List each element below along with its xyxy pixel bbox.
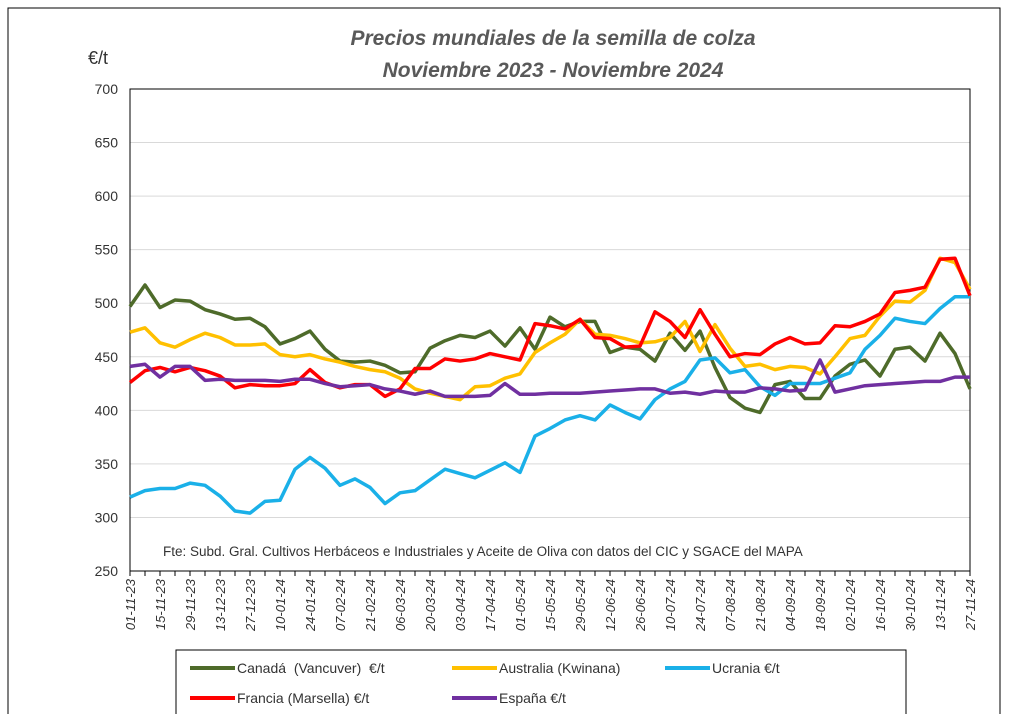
x-tick-label: 03-04-24 (453, 579, 468, 631)
x-tick-label: 12-06-24 (603, 579, 618, 631)
chart-subtitle: Noviembre 2023 - Noviembre 2024 (383, 59, 724, 82)
legend-label: Francia (Marsella) €/t (237, 690, 369, 706)
y-axis-label: €/t (88, 48, 108, 68)
x-tick-label: 27-12-23 (243, 578, 258, 632)
x-tick-label: 30-10-24 (903, 579, 918, 631)
y-tick-label: 700 (95, 81, 119, 97)
series-line (129, 295, 970, 515)
plot-border (129, 88, 971, 572)
series-line (129, 358, 970, 399)
legend-label: España €/t (499, 690, 566, 706)
x-tick-label: 27-11-24 (963, 579, 978, 631)
x-tick-label: 01-11-23 (123, 578, 138, 630)
x-tick-label: 26-06-24 (633, 579, 648, 632)
x-tick-label: 24-01-24 (303, 579, 318, 632)
y-tick-label: 300 (95, 509, 119, 525)
x-tick-label: 15-05-24 (543, 579, 558, 631)
x-tick-label: 04-09-24 (783, 579, 798, 631)
legend-label: Australia (Kwinana) (499, 660, 620, 676)
legend-label: Ucrania €/t (712, 660, 780, 676)
y-tick-label: 650 (95, 135, 119, 151)
x-tick-label: 21-08-24 (753, 579, 768, 632)
y-tick-label: 550 (95, 242, 119, 258)
x-tick-label: 06-03-24 (393, 579, 408, 631)
x-tick-label: 02-10-24 (843, 579, 858, 631)
x-tick-label: 24-07-24 (693, 579, 708, 632)
y-tick-label: 450 (95, 349, 119, 365)
y-tick-label: 600 (95, 188, 119, 204)
x-tick-label: 17-04-24 (483, 579, 498, 631)
x-tick-label: 13-11-24 (933, 579, 948, 630)
y-tick-label: 350 (95, 456, 119, 472)
x-tick-label: 29-11-23 (183, 578, 198, 631)
y-tick-label: 250 (95, 563, 119, 579)
legend-label: Canadá (Vancuver) €/t (237, 660, 385, 676)
y-tick-label: 500 (95, 295, 119, 311)
x-tick-label: 01-05-24 (513, 579, 528, 631)
x-tick-label: 16-10-24 (873, 579, 888, 631)
x-tick-label: 20-03-24 (423, 579, 438, 632)
series-line (129, 256, 972, 402)
x-tick-label: 29-05-24 (573, 579, 588, 632)
x-tick-label: 10-07-24 (663, 579, 678, 631)
annotation: Fte: Subd. Gral. Cultivos Herbáceos e In… (163, 544, 803, 559)
legend-box (175, 649, 907, 714)
series-line (128, 256, 972, 399)
chart-title: Precios mundiales de la semilla de colza (350, 27, 755, 50)
y-tick-label: 400 (95, 402, 119, 418)
x-tick-label: 18-09-24 (813, 579, 828, 631)
x-tick-label: 07-08-24 (723, 579, 738, 631)
chart-frame (7, 7, 1001, 714)
x-tick-label: 13-12-23 (213, 578, 228, 631)
x-tick-label: 07-02-24 (333, 579, 348, 631)
x-tick-label: 10-01-24 (273, 579, 288, 631)
x-tick-label: 15-11-23 (153, 578, 168, 630)
x-tick-label: 21-02-24 (363, 579, 378, 632)
